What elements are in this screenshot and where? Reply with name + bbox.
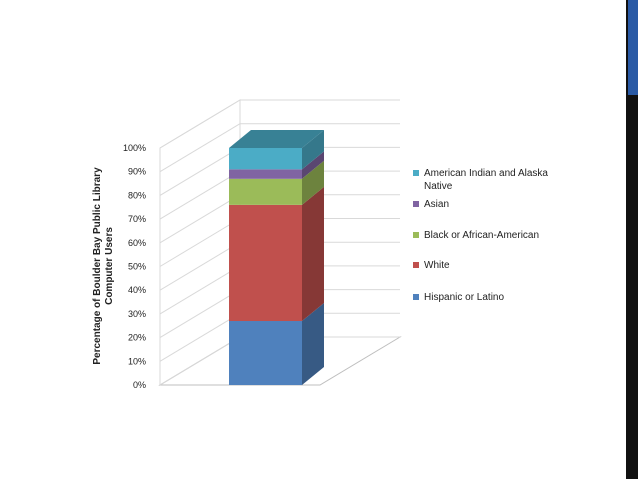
legend-label: White [424,260,450,271]
y-tick-label: 90% [128,167,146,177]
slide-edge-bar [626,0,638,479]
legend-item: White [413,260,450,271]
legend-item: Hispanic or Latino [413,292,504,303]
y-tick-label: 50% [128,262,146,272]
bar-front [229,148,302,170]
y-tick-label: 0% [133,380,146,390]
legend-swatch [413,262,419,268]
slide-edge-accent [628,0,638,95]
chart-bars [229,130,324,385]
bar-top [229,130,324,148]
bar-side [302,130,324,170]
gridline-side [159,336,241,386]
legend-item: Black or African-American [413,230,539,241]
bar-segment-asian [229,151,324,179]
y-tick-label: 60% [128,238,146,248]
y-tick-label: 10% [128,356,146,366]
legend-swatch [413,170,419,176]
bar-front [229,178,302,205]
y-tick-label: 70% [128,214,146,224]
bar-segment-american-indian-and-alaska-native [229,130,324,170]
bar-front [229,321,302,385]
bar-front [229,169,302,179]
bar-side [302,303,324,385]
legend-label: Asian [424,199,449,210]
y-tick-label: 40% [128,285,146,295]
gridline-side [159,241,241,291]
bar-side [302,160,324,205]
gridline-side [159,123,241,173]
gridline-side [159,312,241,362]
gridline-side [159,289,241,339]
legend-label: American Indian and Alaska [424,168,548,179]
gridline-side [159,265,241,315]
legend-label: Black or African-American [424,230,539,241]
legend-item: Asian [413,199,449,210]
y-tick-label: 30% [128,309,146,319]
gridline-side [159,99,241,149]
gridline-side [159,194,241,244]
legend-swatch [413,201,419,207]
gridline-side [159,170,241,220]
legend-swatch [413,232,419,238]
bar-front [229,204,302,322]
bar-segment-hispanic-or-latino [229,303,324,385]
legend-label: Hispanic or Latino [424,292,504,303]
chart-legend: American Indian and Alaska Native Asian Bla… [413,168,548,303]
y-tick-label: 20% [128,333,146,343]
legend-item: American Indian and Alaska Native [413,168,548,192]
bar-segment-black-or-african-american [229,160,324,205]
y-axis-title: Percentage of Boulder Bay Public Library… [92,167,115,365]
legend-swatch [413,294,419,300]
bar-segment-white [229,186,324,322]
gridline-side [159,218,241,267]
y-tick-label: 100% [123,143,146,153]
bar-side [302,186,324,322]
legend-label: Native [424,181,453,192]
bar-side [302,151,324,179]
y-axis-ticks: 0% 10% 20% 30% 40% 50% 60% 70% 80% 90% 100% [123,143,146,390]
gridline-side [159,146,241,196]
y-tick-label: 80% [128,190,146,200]
